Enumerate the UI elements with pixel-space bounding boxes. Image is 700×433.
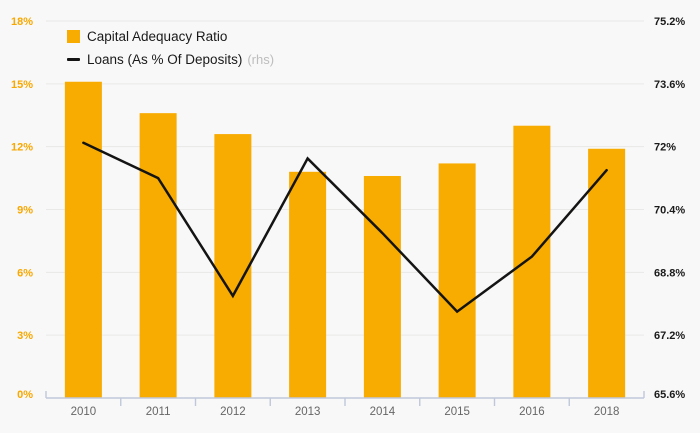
- x-axis-label-2012: 2012: [220, 406, 246, 418]
- bar-2015: [438, 163, 476, 398]
- x-axis-label-2013: 2013: [295, 406, 321, 418]
- right-axis-tick-label: 65.6%: [654, 389, 685, 401]
- legend-label-capital-adequacy-ratio: Capital Adequacy Ratio: [87, 29, 228, 44]
- bar-2016: [513, 125, 551, 398]
- bar-2018: [588, 148, 626, 398]
- loans-line: [82, 141, 608, 314]
- legend-rhs-note: (rhs): [247, 52, 275, 67]
- bar-2010: [64, 81, 102, 398]
- legend-item-capital-adequacy-ratio: Capital Adequacy Ratio: [67, 28, 274, 45]
- bar-2012: [214, 134, 252, 398]
- bar-2011: [139, 113, 177, 399]
- left-axis-tick-label: 18%: [11, 16, 33, 28]
- x-axis-label-2011: 2011: [146, 406, 171, 418]
- left-axis-tick-label: 0%: [17, 389, 33, 401]
- left-axis-tick-label: 6%: [17, 267, 33, 279]
- bar-series-swatch-icon: [67, 30, 80, 43]
- right-axis-tick-label: 73.6%: [654, 79, 685, 91]
- x-axis-label-2018: 2018: [594, 406, 620, 418]
- x-axis-label-2016: 2016: [519, 406, 545, 418]
- x-axis-label-2015: 2015: [444, 406, 470, 418]
- legend-label-loans: Loans (As % Of Deposits): [87, 52, 243, 67]
- left-axis-tick-label: 15%: [11, 79, 33, 91]
- bar-2014: [363, 175, 401, 398]
- bar-2013: [289, 171, 327, 398]
- right-axis-tick-label: 70.4%: [654, 205, 685, 217]
- right-axis-tick-label: 68.8%: [654, 267, 685, 279]
- left-axis-tick-label: 12%: [11, 142, 33, 154]
- x-axis-label-2014: 2014: [370, 406, 396, 418]
- line-series-swatch-icon: [67, 58, 80, 61]
- right-axis-tick-label: 67.2%: [654, 330, 685, 342]
- right-axis-tick-label: 72%: [654, 142, 676, 154]
- x-axis-label-2010: 2010: [71, 406, 97, 418]
- legend-item-loans: Loans (As % Of Deposits) (rhs): [67, 51, 274, 68]
- left-axis-tick-label: 9%: [17, 205, 33, 217]
- legend: Capital Adequacy Ratio Loans (As % Of De…: [67, 28, 274, 68]
- right-axis-tick-label: 75.2%: [654, 16, 685, 28]
- left-axis-tick-label: 3%: [17, 330, 33, 342]
